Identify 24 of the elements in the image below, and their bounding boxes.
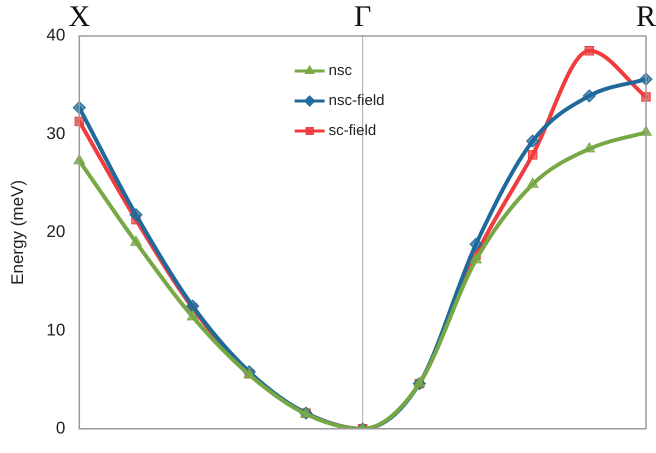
point bbox=[469, 238, 482, 251]
y-axis-title: Energy (meV) bbox=[8, 180, 27, 285]
y-tick-label: 0 bbox=[56, 418, 66, 438]
point bbox=[584, 142, 596, 152]
y-tick-label: 10 bbox=[46, 320, 66, 340]
legend-label: nsc-field bbox=[328, 92, 385, 110]
point bbox=[582, 89, 596, 102]
point bbox=[528, 150, 538, 160]
legend-label: sc-field bbox=[328, 122, 376, 140]
point bbox=[129, 208, 142, 222]
point bbox=[470, 253, 482, 264]
y-tick-label: 30 bbox=[46, 124, 66, 143]
point bbox=[584, 46, 594, 56]
point bbox=[526, 178, 538, 188]
x-tick-label: Γ bbox=[354, 0, 372, 33]
point bbox=[130, 236, 142, 246]
point bbox=[526, 134, 540, 148]
x-tick-label: R bbox=[636, 0, 656, 33]
x-tick-label: X bbox=[68, 0, 90, 33]
point bbox=[186, 310, 198, 320]
y-tick-label: 20 bbox=[46, 222, 66, 242]
y-tick-label: 40 bbox=[46, 26, 66, 45]
legend-label: nsc bbox=[328, 62, 352, 80]
point bbox=[186, 300, 200, 313]
